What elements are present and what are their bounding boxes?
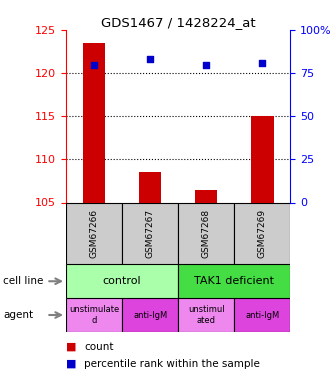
Bar [139,172,161,202]
Bar [178,264,290,298]
Point [204,62,209,68]
Point [260,60,265,66]
Bar [234,202,290,264]
Bar [83,43,105,203]
Bar [251,116,274,202]
Text: control: control [103,276,142,286]
Bar [66,298,122,332]
Text: cell line: cell line [3,276,44,286]
Bar [66,202,122,264]
Text: percentile rank within the sample: percentile rank within the sample [84,359,260,369]
Text: anti-IgM: anti-IgM [133,310,167,320]
Text: agent: agent [3,310,33,320]
Text: anti-IgM: anti-IgM [245,310,280,320]
Bar [178,298,234,332]
Bar [122,298,178,332]
Text: GSM67266: GSM67266 [89,209,99,258]
Text: unstimul
ated: unstimul ated [188,305,224,325]
Text: ■: ■ [66,359,77,369]
Bar [178,202,234,264]
Text: GSM67267: GSM67267 [146,209,155,258]
Text: GSM67268: GSM67268 [202,209,211,258]
Bar [195,190,217,202]
Point [91,62,97,68]
Bar [234,298,290,332]
Text: ■: ■ [66,342,77,352]
Text: count: count [84,342,114,352]
Bar [66,264,178,298]
Title: GDS1467 / 1428224_at: GDS1467 / 1428224_at [101,16,255,29]
Text: unstimulate
d: unstimulate d [69,305,119,325]
Point [148,56,153,62]
Text: GSM67269: GSM67269 [258,209,267,258]
Text: TAK1 deficient: TAK1 deficient [194,276,274,286]
Bar [122,202,178,264]
